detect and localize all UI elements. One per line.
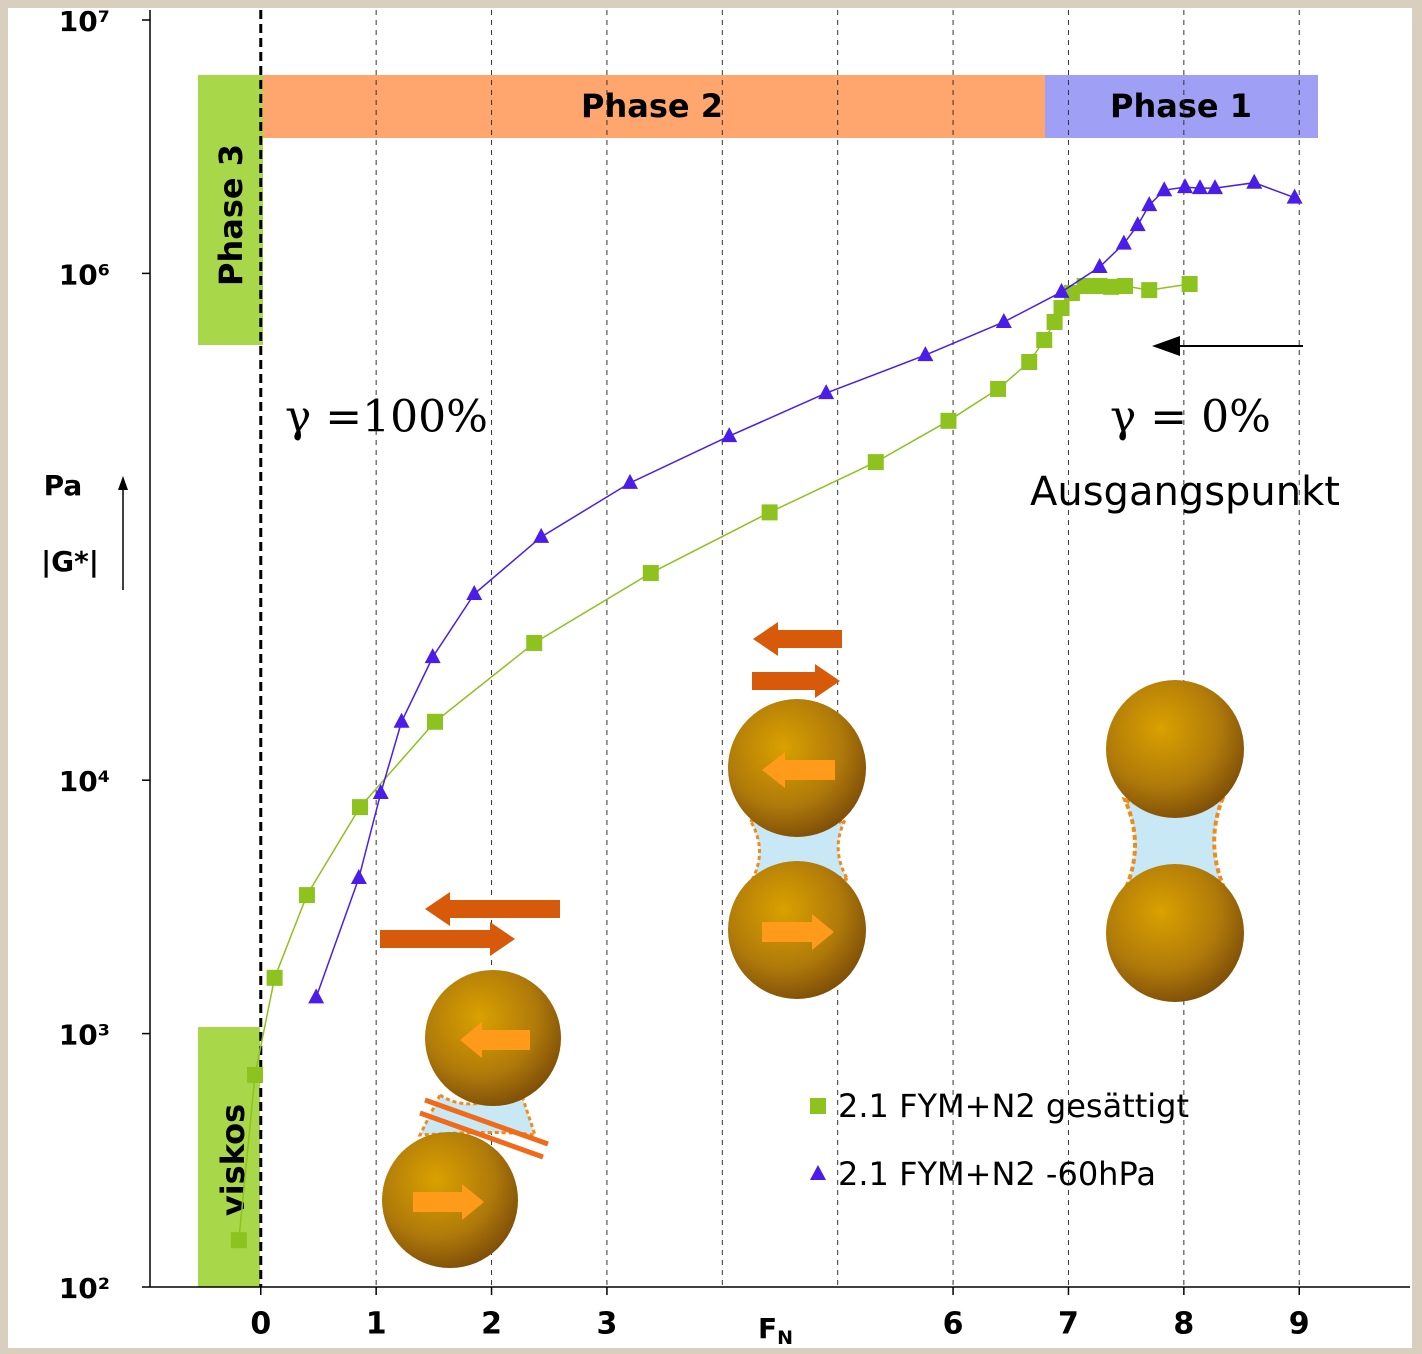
- data-point: [868, 454, 884, 470]
- data-point: [427, 714, 443, 730]
- x-tick-label: 6: [943, 1307, 964, 1342]
- data-point: [1141, 282, 1157, 298]
- data-point: [352, 799, 368, 815]
- phase-1-label: Phase 1: [1110, 87, 1252, 125]
- y-tick-label: 10⁷: [59, 5, 110, 38]
- data-point: [1182, 276, 1198, 292]
- y-tick-label: 10³: [59, 1019, 110, 1052]
- phase-3-label: Phase 3: [212, 144, 250, 286]
- data-point: [247, 1067, 263, 1083]
- data-point: [1021, 354, 1037, 370]
- x-axis-title-sub: N: [777, 1327, 793, 1349]
- x-tick-label: 9: [1289, 1307, 1310, 1342]
- data-point: [526, 635, 542, 651]
- x-tick-label: 8: [1173, 1307, 1194, 1342]
- x-tick-label: 3: [596, 1307, 617, 1342]
- x-axis-title-main: F: [758, 1312, 777, 1345]
- legend-label: 2.1 FYM+N2 gesättigt: [838, 1087, 1189, 1125]
- y-tick-label: 10⁶: [59, 258, 110, 291]
- data-point: [299, 887, 315, 903]
- data-point: [1117, 278, 1133, 294]
- x-tick-label: 0: [250, 1307, 271, 1342]
- gamma-100-label: γ =100%: [285, 392, 488, 443]
- y-axis-title: |G*|: [41, 545, 99, 578]
- legend-label: 2.1 FYM+N2 -60hPa: [838, 1155, 1156, 1193]
- data-point: [940, 413, 956, 429]
- y-tick-label: 10⁴: [59, 765, 110, 798]
- data-point: [643, 565, 659, 581]
- x-tick-label: 7: [1058, 1307, 1079, 1342]
- y-tick-label: 10²: [59, 1272, 110, 1305]
- data-point: [1036, 332, 1052, 348]
- page: {"chart_data": { "type": "line", "y_labe…: [0, 0, 1422, 1354]
- y-unit: Pa: [44, 469, 83, 502]
- start-label: Ausgangspunkt: [1030, 469, 1340, 515]
- x-tick-label: 2: [481, 1307, 502, 1342]
- data-point: [1103, 279, 1119, 295]
- data-point: [267, 970, 283, 986]
- data-point: [1054, 300, 1070, 316]
- x-tick-label: 1: [366, 1307, 387, 1342]
- gamma-0-label: γ = 0%: [1110, 392, 1271, 443]
- data-point: [762, 504, 778, 520]
- data-point: [1047, 314, 1063, 330]
- data-point: [231, 1232, 247, 1248]
- data-point: [990, 381, 1006, 397]
- phase-2-label: Phase 2: [581, 87, 723, 125]
- legend-marker: [810, 1098, 826, 1114]
- chart: Phase 2 Phase 1 Phase 3 viskos γ =100% γ…: [0, 0, 1422, 1354]
